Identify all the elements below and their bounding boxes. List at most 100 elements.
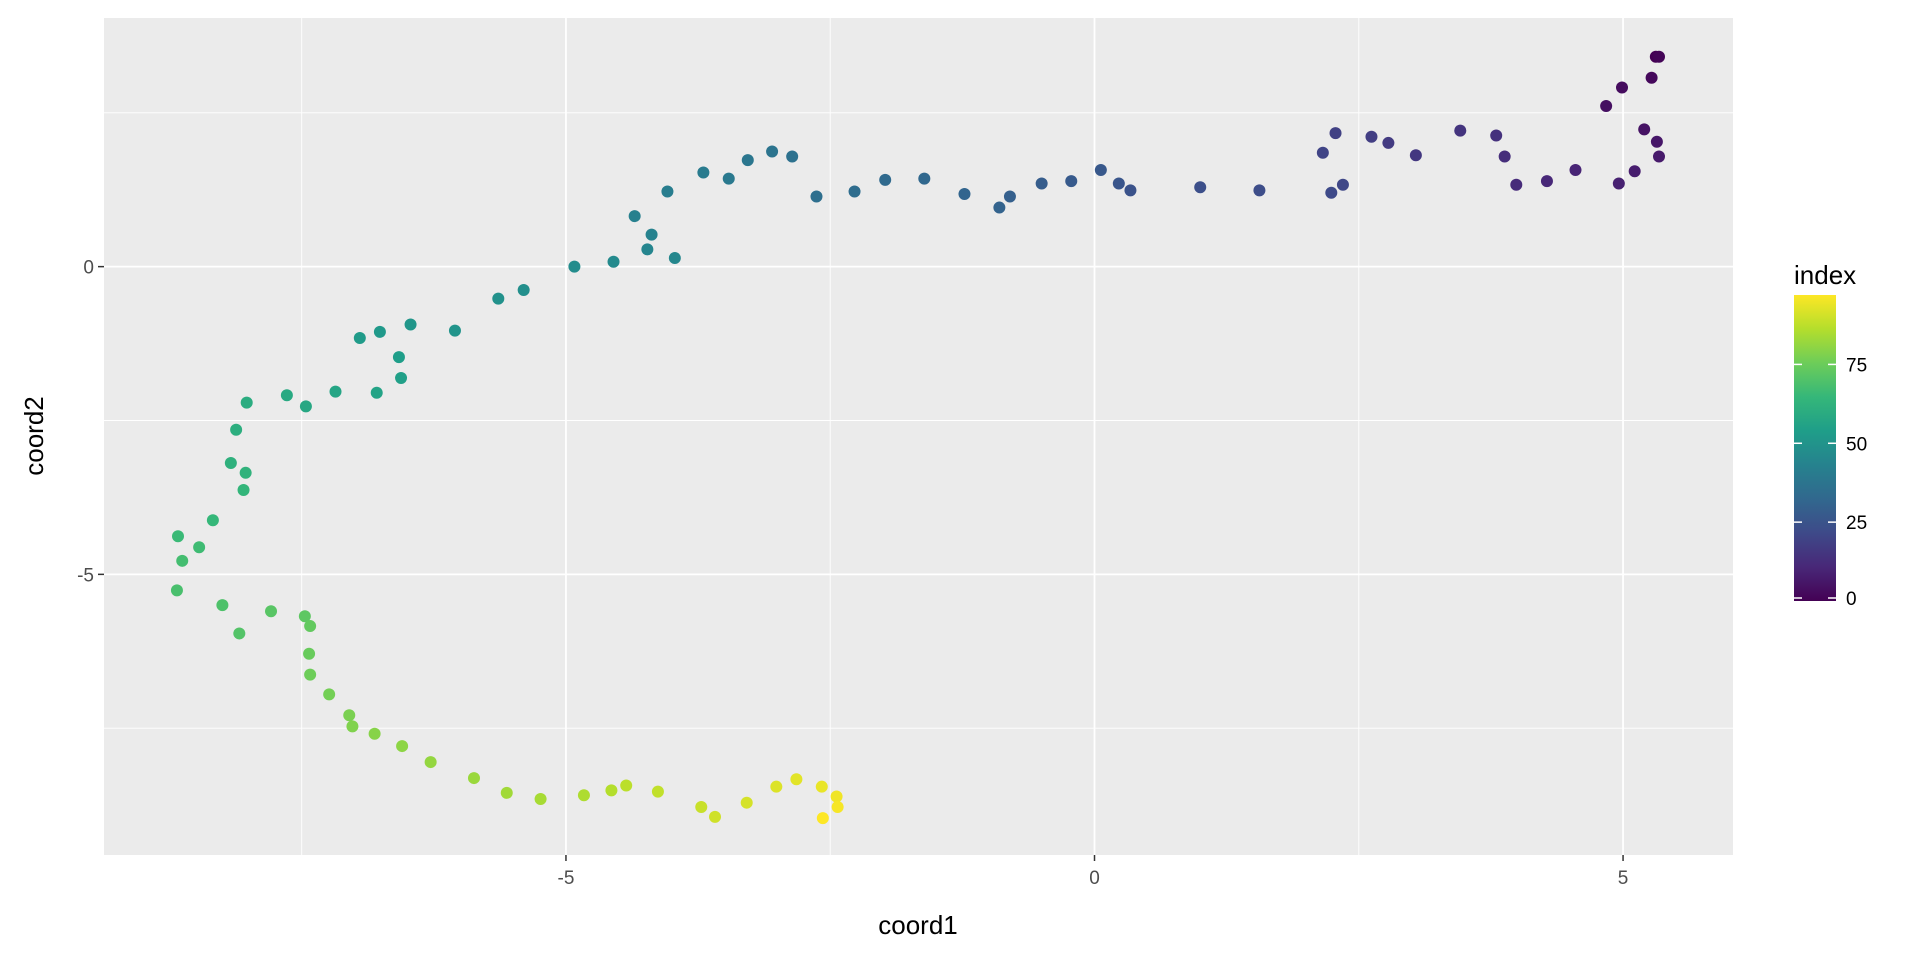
data-point [1336, 178, 1349, 191]
y-tick-label: -5 [77, 565, 94, 586]
data-point [568, 260, 581, 273]
data-point [918, 172, 931, 185]
legend-tick-label: 0 [1846, 589, 1857, 610]
data-point [176, 554, 189, 567]
data-point [298, 610, 311, 623]
legend-colorbar [1794, 295, 1836, 601]
data-point [500, 786, 513, 799]
data-point [668, 252, 681, 265]
data-point [1065, 175, 1078, 188]
data-point [1645, 71, 1658, 84]
data-point [1325, 186, 1338, 199]
data-point [237, 484, 250, 497]
data-point [353, 332, 366, 345]
data-point [1409, 149, 1422, 162]
data-point [1454, 124, 1467, 137]
data-point [993, 201, 1006, 214]
data-point [517, 284, 530, 297]
data-point [697, 166, 710, 179]
data-point [304, 620, 317, 633]
data-point [404, 318, 417, 331]
data-point [170, 584, 183, 597]
data-point [448, 324, 461, 337]
plot-panel [104, 18, 1733, 855]
data-point [193, 541, 206, 554]
data-point [346, 720, 359, 733]
data-point [424, 756, 437, 769]
data-point [709, 810, 722, 823]
data-point [651, 785, 664, 798]
data-point [661, 185, 674, 198]
data-point [1650, 135, 1663, 148]
data-point [216, 599, 229, 612]
data-point [770, 780, 783, 793]
legend-title: index [1794, 260, 1856, 290]
data-points [170, 50, 1666, 825]
data-point [1653, 50, 1666, 63]
data-point [1638, 123, 1651, 136]
data-point [304, 668, 317, 681]
data-point [628, 210, 641, 223]
data-point [370, 386, 383, 399]
y-tick-label: 0 [83, 258, 94, 279]
data-point [467, 772, 480, 785]
data-point [1490, 129, 1503, 142]
data-point [1035, 177, 1048, 190]
data-point [1112, 177, 1125, 190]
data-point [1628, 165, 1641, 178]
legend-tick-label: 50 [1846, 434, 1867, 455]
data-point [1253, 184, 1266, 197]
data-point [815, 780, 828, 793]
data-point [722, 172, 735, 185]
data-point [1365, 130, 1378, 143]
y-axis-label: coord2 [19, 396, 49, 476]
data-point [265, 605, 278, 618]
data-point [766, 145, 779, 158]
data-point [171, 530, 184, 543]
data-point [1498, 150, 1511, 163]
data-point [373, 325, 386, 338]
data-point [206, 514, 219, 527]
x-axis-label: coord1 [878, 910, 958, 940]
data-point [645, 228, 658, 241]
x-tick-label: 5 [1618, 868, 1629, 889]
data-point [395, 372, 408, 385]
data-point [641, 243, 654, 256]
gridlines [104, 18, 1733, 855]
data-point [790, 773, 803, 786]
data-point [1569, 164, 1582, 177]
data-point [1540, 175, 1553, 188]
data-point [230, 423, 243, 436]
data-point [303, 647, 316, 660]
data-point [577, 789, 590, 802]
data-point [831, 800, 844, 813]
data-point [534, 792, 547, 805]
data-point [1510, 178, 1523, 191]
data-point [1653, 150, 1666, 163]
data-point [958, 188, 971, 201]
data-point [879, 173, 892, 186]
data-point [848, 185, 861, 198]
data-point [240, 396, 253, 409]
data-point [1316, 146, 1329, 159]
data-point [239, 466, 252, 479]
data-point [1616, 81, 1629, 94]
data-point [620, 779, 633, 792]
data-point [1003, 190, 1016, 203]
data-point [1382, 136, 1395, 149]
data-point [396, 740, 409, 753]
color-legend: index 0 25 50 75 [1794, 260, 1867, 610]
data-point [368, 727, 381, 740]
data-point [695, 800, 708, 813]
data-point [323, 688, 336, 701]
data-point [1094, 164, 1107, 177]
data-point [810, 190, 823, 203]
x-tick-label: 0 [1089, 868, 1100, 889]
data-point [224, 456, 237, 469]
data-point [1329, 127, 1342, 140]
data-point [329, 385, 342, 398]
legend-tick-label: 75 [1846, 355, 1867, 376]
legend-tick-label: 25 [1846, 513, 1867, 534]
data-point [299, 400, 312, 413]
